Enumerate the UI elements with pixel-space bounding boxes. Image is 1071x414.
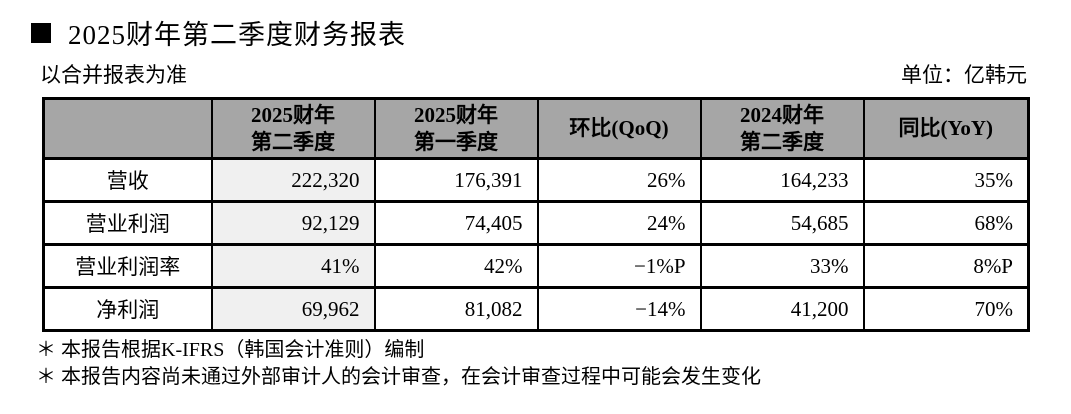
scope-note: 以合并报表为准: [40, 63, 187, 87]
header-row: 2025财年 第二季度 2025财年 第一季度 环比(QoQ) 2024财年 第…: [42, 97, 1030, 160]
black-square-icon: [31, 22, 51, 43]
cell-opprofit-2025q2: 92,129: [210, 200, 376, 246]
table-row-operating-margin: 营业利润率 41% 42% −1%P 33% 8%P: [42, 243, 1030, 289]
cell-netprofit-2025q1: 81,082: [373, 286, 539, 332]
col-header-2025-q1: 2025财年 第一季度: [373, 97, 539, 160]
cell-netprofit-2024q2: 41,200: [699, 286, 865, 332]
cell-opprofit-2025q1: 74,405: [373, 200, 539, 246]
row-label-operating-profit: 营业利润: [42, 200, 213, 246]
cell-opmargin-2024q2: 33%: [699, 243, 865, 289]
cell-opmargin-qoq: −1%P: [536, 243, 702, 289]
financial-table: 2025财年 第二季度 2025财年 第一季度 环比(QoQ) 2024财年 第…: [42, 97, 1030, 332]
cell-opprofit-yoy: 68%: [862, 200, 1030, 246]
table-row-net-profit: 净利润 69,962 81,082 −14% 41,200 70%: [42, 286, 1030, 332]
footnote-kifrs: ＊ 本报告根据K-IFRS（韩国会计准则）编制: [36, 339, 425, 361]
row-label-net-profit: 净利润: [42, 286, 213, 332]
table-row-operating-profit: 营业利润 92,129 74,405 24% 54,685 68%: [42, 200, 1030, 246]
cell-revenue-qoq: 26%: [536, 157, 702, 203]
footnote-audit-disclaimer: ＊ 本报告内容尚未通过外部审计人的会计审查，在会计审查过程中可能会发生变化: [36, 365, 761, 388]
page-title: 2025财年第二季度财务报表: [68, 20, 406, 50]
cell-netprofit-qoq: −14%: [536, 286, 702, 332]
cell-opprofit-2024q2: 54,685: [699, 200, 865, 246]
col-header-yoy: 同比(YoY): [862, 97, 1030, 160]
report-title-row: 2025财年第二季度财务报表: [31, 13, 406, 52]
cell-netprofit-yoy: 70%: [862, 286, 1030, 332]
footnotes: ＊ 本报告根据K-IFRS（韩国会计准则）编制 ＊ 本报告内容尚未通过外部审计人…: [36, 337, 761, 390]
corner-header-cell: [42, 97, 213, 160]
cell-opprofit-qoq: 24%: [536, 200, 702, 246]
row-label-revenue: 营收: [42, 157, 213, 203]
cell-revenue-2025q1: 176,391: [373, 157, 539, 203]
row-label-operating-margin: 营业利润率: [42, 243, 213, 289]
unit-label: 单位：亿韩元: [901, 63, 1027, 87]
meta-row: 以合并报表为准 单位：亿韩元: [40, 59, 1027, 89]
cell-netprofit-2025q2: 69,962: [210, 286, 376, 332]
cell-opmargin-yoy: 8%P: [862, 243, 1030, 289]
col-header-2024-q2: 2024财年 第二季度: [699, 97, 865, 160]
table-row-revenue: 营收 222,320 176,391 26% 164,233 35%: [42, 157, 1030, 203]
cell-revenue-2025q2: 222,320: [210, 157, 376, 203]
cell-revenue-2024q2: 164,233: [699, 157, 865, 203]
col-header-qoq: 环比(QoQ): [536, 97, 702, 160]
cell-revenue-yoy: 35%: [862, 157, 1030, 203]
cell-opmargin-2025q1: 42%: [373, 243, 539, 289]
col-header-2025-q2: 2025财年 第二季度: [210, 97, 376, 160]
cell-opmargin-2025q2: 41%: [210, 243, 376, 289]
